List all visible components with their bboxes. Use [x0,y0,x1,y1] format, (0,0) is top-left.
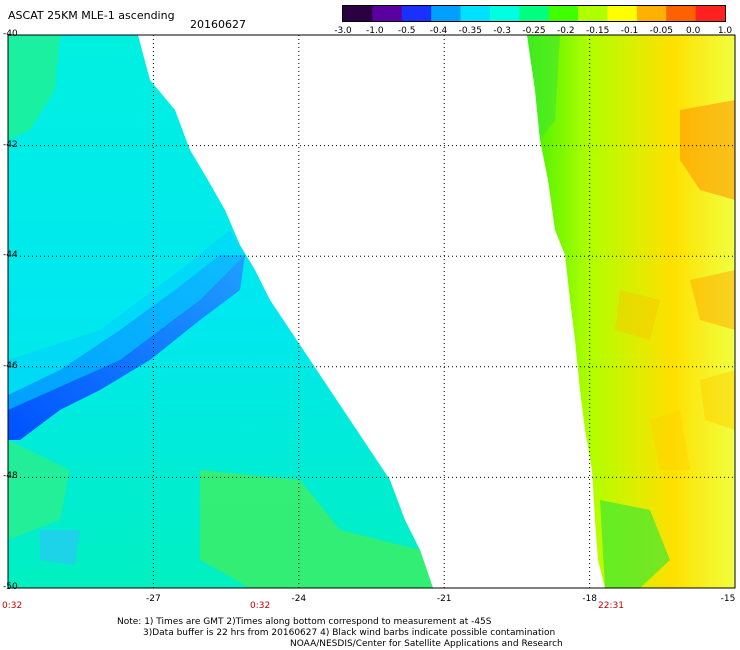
colorbar-label: -0.4 [429,26,448,36]
colorbar-label: -0.3 [493,26,511,36]
colorbar-label: 0.0 [685,26,701,36]
colorbar-swatch [460,6,491,21]
note-line-2: 3)Data buffer is 22 hrs from 20160627 4)… [143,628,556,638]
colorbar-swatch [431,6,462,21]
colorbar-swatch [519,6,550,21]
colorbar [342,5,726,22]
credit-line: NOAA/NESDIS/Center for Satellite Applica… [290,639,563,649]
colorbar-swatch [548,6,579,21]
time-label: 22:31 [598,601,624,611]
colorbar-swatch [695,6,726,21]
colorbar-label: -0.15 [586,26,610,36]
colorbar-gradient [343,6,726,21]
longitude-tick-label: -15 [720,594,736,604]
colorbar-swatch [343,6,373,21]
latitude-tick-label: -46 [3,360,18,371]
map-frame [7,34,736,589]
colorbar-label: -0.1 [620,26,639,36]
colorbar-label: -0.2 [557,26,575,36]
colorbar-label: -1.0 [366,26,384,36]
longitude-tick-label: -21 [436,594,452,604]
graticule [8,35,735,588]
map-title: ASCAT 25KM MLE-1 ascending [8,9,175,22]
colorbar-swatch [636,6,667,21]
time-label: 0:32 [250,601,271,611]
colorbar-swatch [372,6,403,21]
latitude-tick-label: -48 [3,471,18,482]
time-label: 0:32 [2,601,23,611]
latitude-tick-label: -50 [3,582,18,592]
latitude-tick-label: -42 [3,139,18,150]
colorbar-swatch [401,6,432,21]
colorbar-label: -0.25 [522,26,546,36]
longitude-tick-label: -24 [291,594,307,604]
colorbar-label: -0.5 [397,26,416,36]
colorbar-swatch [666,6,697,21]
colorbar-label: -0.35 [458,26,482,36]
left-swath [8,35,433,588]
latitude-tick-label: -40 [3,29,18,39]
longitude-tick-label: -27 [146,594,161,604]
latitude-tick-label: -44 [3,250,18,261]
colorbar-swatch [578,6,608,21]
colorbar-label: 1.0 [717,26,733,36]
colorbar-label: -0.05 [649,26,673,36]
right-swath [527,35,735,588]
colorbar-label: -3.0 [334,26,352,36]
colorbar-swatch [489,6,520,21]
longitude-tick-label: -18 [582,594,597,604]
colorbar-swatch [607,6,638,21]
map-date: 20160627 [190,18,246,31]
note-line-1: Note: 1) Times are GMT 2)Times along bot… [117,617,492,627]
